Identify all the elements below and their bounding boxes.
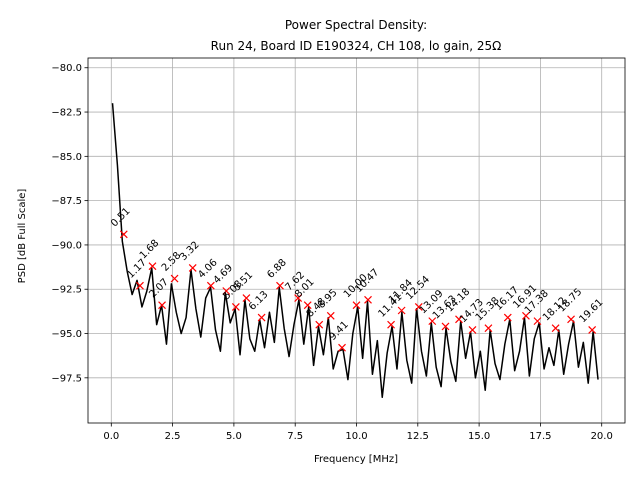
chart-subtitle: Run 24, Board ID E190324, CH 108, lo gai…	[211, 39, 502, 53]
peak-marker	[352, 301, 361, 310]
x-tick-label: 0.0	[103, 431, 119, 442]
peak-marker	[170, 274, 179, 283]
x-axis-label: Frequency [MHz]	[314, 454, 398, 465]
peak-marker	[533, 317, 542, 326]
peak-marker	[303, 301, 312, 310]
peak-marker	[136, 281, 144, 290]
peak-marker	[158, 301, 166, 310]
peak-label: 6.13	[247, 289, 271, 313]
peak-marker	[397, 306, 406, 315]
peak-marker	[119, 230, 128, 239]
x-tick-label: 5.0	[226, 431, 242, 442]
x-tick-label: 2.5	[165, 431, 181, 442]
y-tick-label: −87.5	[51, 196, 82, 207]
peak-marker	[326, 311, 335, 320]
x-tick-label: 7.5	[287, 431, 303, 442]
peak-label: 9.41	[327, 319, 351, 343]
peak-marker	[468, 326, 477, 334]
peak-marker	[148, 262, 157, 271]
peak-marker	[315, 320, 324, 329]
plot-frame	[87, 57, 626, 424]
y-tick-label: −90.0	[51, 240, 82, 251]
peak-marker	[294, 294, 303, 303]
peak-marker	[242, 294, 251, 303]
x-tick-label: 10.0	[345, 431, 367, 442]
peak-label: 6.88	[265, 257, 289, 281]
y-tick-label: −95.0	[51, 329, 82, 340]
peak-marker	[338, 343, 346, 352]
peak-marker	[222, 287, 231, 295]
peak-label: 5.51	[232, 270, 256, 294]
peak-marker	[522, 311, 530, 320]
peak-marker	[231, 303, 240, 311]
y-axis-label: PSD [dB Full Scale]	[17, 189, 28, 284]
x-tick-label: 17.5	[529, 431, 551, 442]
peak-marker	[503, 313, 512, 322]
x-tick-label: 20.0	[591, 431, 613, 442]
peak-marker	[276, 281, 284, 290]
psd-line	[111, 103, 599, 399]
peak-marker	[364, 295, 372, 304]
peak-label: 2.07	[147, 277, 171, 301]
peak-marker	[257, 313, 266, 322]
peak-marker	[484, 324, 493, 333]
y-tick-label: −97.5	[51, 373, 82, 384]
x-tick-label: 15.0	[468, 431, 490, 442]
peak-marker	[551, 324, 560, 333]
chart-title: Power Spectral Density:	[285, 18, 427, 32]
y-tick-label: −80.0	[51, 63, 82, 74]
peak-marker	[206, 281, 215, 290]
peak-marker	[414, 303, 423, 311]
peak-label: 1.68	[138, 238, 162, 262]
y-tick-label: −82.5	[51, 108, 82, 119]
peak-marker	[387, 320, 395, 329]
peak-marker	[188, 264, 197, 272]
peak-label: 8.95	[316, 287, 340, 311]
x-tick-label: 12.5	[407, 431, 429, 442]
peak-label: 3.32	[178, 240, 202, 264]
peak-marker	[567, 315, 575, 324]
y-tick-label: −85.0	[51, 152, 82, 163]
y-tick-label: −92.5	[51, 285, 82, 296]
peak-marker	[428, 317, 437, 326]
peak-marker	[588, 326, 597, 334]
peak-marker	[441, 322, 450, 331]
peak-marker	[455, 315, 463, 324]
